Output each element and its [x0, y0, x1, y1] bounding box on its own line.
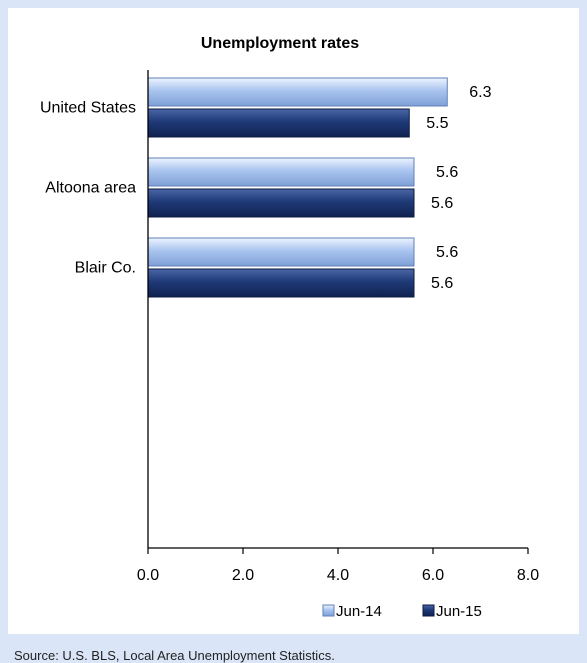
legend-swatch-jun-15	[422, 604, 435, 617]
x-tick-label: 4.0	[327, 567, 349, 584]
legend-label: Jun-14	[336, 603, 382, 620]
bar-jun-15	[147, 188, 415, 218]
data-label: 5.6	[436, 164, 458, 181]
bars-layer: 6.3 5.5 5.6 5.6 5.6 5.6	[147, 77, 492, 298]
bar-jun-15	[147, 108, 410, 138]
x-tick-label: 8.0	[517, 567, 539, 584]
bar-jun-14	[147, 77, 448, 107]
chart-title: Unemployment rates	[201, 35, 359, 52]
legend-swatch-jun-14	[322, 604, 335, 617]
bar-jun-14	[147, 237, 415, 267]
category-label: United States	[40, 100, 136, 117]
category-label: Blair Co.	[75, 260, 136, 277]
data-label: 5.6	[436, 244, 458, 261]
x-tick-label: 6.0	[422, 567, 444, 584]
x-tick-label: 0.0	[137, 567, 159, 584]
chart-panel: Unemployment rates 6.3 5.5 5.6 5.6 5.6 5.6 Un…	[8, 8, 579, 663]
data-label: 5.6	[431, 195, 453, 212]
bar-jun-15	[147, 268, 415, 298]
bar-chart: Unemployment rates 6.3 5.5 5.6 5.6 5.6 5.6 Un…	[40, 35, 539, 620]
source-note: Source: U.S. BLS, Local Area Unemploymen…	[14, 648, 335, 663]
category-label: Altoona area	[45, 180, 136, 197]
data-label: 6.3	[469, 84, 491, 101]
axes-layer: United States Altoona area Blair Co. 0.0 2.0…	[40, 70, 539, 584]
data-label: 5.6	[431, 275, 453, 292]
data-label: 5.5	[426, 115, 448, 132]
legend-label: Jun-15	[436, 603, 482, 620]
bar-jun-14	[147, 157, 415, 187]
legend: Jun-14 Jun-15	[322, 603, 482, 620]
x-tick-label: 2.0	[232, 567, 254, 584]
